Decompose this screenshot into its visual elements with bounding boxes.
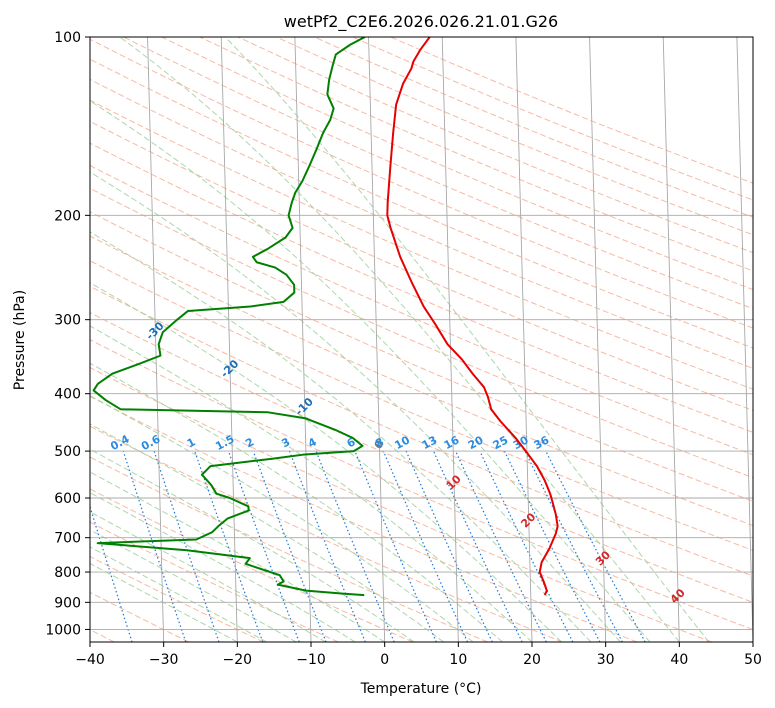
y-tick-label: 900: [54, 595, 81, 611]
y-tick-label: 100: [54, 30, 81, 46]
mixing-ratio-line: [504, 450, 601, 642]
moist-adiabat: [224, 37, 710, 642]
x-tick-label: 10: [449, 652, 467, 668]
x-tick-label: −20: [223, 652, 253, 668]
moist-adiabat: [90, 511, 326, 642]
moist-adiabat: [119, 37, 680, 642]
isotherm-line: [294, 37, 312, 642]
mixing-ratio-line: [354, 450, 437, 642]
mixing-ratio-line: [153, 450, 220, 642]
plot-area: -100-90-80-70-60-50-40-30-20-10010203040…: [90, 37, 753, 642]
mixing-ratio-label: 20: [466, 433, 486, 452]
mixing-ratio-line: [194, 450, 264, 642]
x-tick-label: 0: [380, 652, 389, 668]
dry-adiabat: [90, 164, 753, 456]
y-tick-label: 200: [54, 208, 81, 224]
dry-adiabats: [90, 37, 753, 642]
y-tick-label: 300: [54, 313, 81, 329]
y-axis-ticks: 1000 900 800 700 600 500 400 300 200 100: [45, 30, 90, 638]
isotherm-line: [589, 37, 607, 642]
x-tick-label: 50: [744, 652, 762, 668]
dry-adiabat: [123, 37, 753, 310]
mixing-ratio-label: 16: [442, 433, 462, 452]
isotherm-line: [368, 37, 386, 642]
moist-adiabat: [90, 562, 238, 642]
x-tick-label: 20: [523, 652, 541, 668]
mixing-ratio-line: [122, 450, 187, 642]
mixing-ratio-label: 10: [392, 433, 412, 452]
moist-adiabat: [90, 362, 503, 642]
isotherm-line: [736, 37, 753, 642]
isotherms: [90, 37, 753, 642]
dry-adiabat: [90, 78, 753, 369]
moist-adiabat: [90, 471, 385, 642]
dry-adiabat: [90, 312, 753, 603]
moist-adiabat: [90, 171, 621, 642]
moist-adiabats: [90, 37, 710, 642]
dry-adiabat: [90, 285, 753, 577]
dewpoint-profile: [92, 37, 366, 597]
isotherm-line: [662, 37, 680, 642]
chart-title: wetPf2_C2E6.2026.026.21.01.G26: [284, 12, 558, 32]
x-tick-label: −10: [296, 652, 326, 668]
moist-adiabat: [90, 492, 356, 642]
y-tick-label: 800: [54, 565, 81, 581]
dry-adiabat: [90, 339, 753, 631]
x-tick-label: −30: [149, 652, 179, 668]
isotherm-line: [441, 37, 459, 642]
mixing-ratio-line: [90, 504, 133, 642]
moist-adiabat: [90, 282, 562, 642]
mixing-ratio-line: [288, 450, 366, 642]
dry-adiabat: [90, 187, 753, 479]
dry-adiabat: [90, 38, 753, 329]
dry-adiabat: [90, 211, 753, 502]
moist-adiabat: [90, 395, 474, 642]
x-tick-label: 30: [597, 652, 615, 668]
isotherm-line: [220, 37, 238, 642]
temperature-profile: [386, 37, 559, 596]
dry-adiabat: [90, 456, 488, 642]
mixing-ratio-line: [524, 450, 623, 642]
dry-adiabat: [90, 120, 753, 412]
y-tick-label: 600: [54, 491, 81, 507]
mixing-ratio-line: [315, 450, 395, 642]
dry-adiabat: [90, 591, 190, 642]
y-tick-label: 400: [54, 387, 81, 403]
y-tick-label: 500: [54, 444, 81, 460]
dry-adiabat: [90, 235, 753, 527]
mixing-ratio-label: 13: [420, 433, 440, 452]
moist-adiabat: [90, 100, 651, 642]
mixing-ratio-label: 36: [532, 433, 552, 452]
dry-adiabat: [90, 488, 414, 642]
x-tick-label: 40: [670, 652, 688, 668]
mixing-ratio-line: [479, 450, 574, 642]
pressure-gridlines: [90, 37, 753, 630]
mixing-ratio-lines: [90, 450, 646, 642]
x-axis-label: Temperature (°C): [360, 681, 482, 697]
moist-adiabat: [90, 231, 592, 642]
moist-adiabat: [90, 423, 444, 642]
dry-adiabat: [90, 142, 753, 433]
mixing-ratio-line: [252, 450, 327, 642]
mixing-ratio-label: 25: [491, 433, 511, 452]
mixing-ratio-line: [227, 450, 300, 642]
x-tick-label: −40: [75, 652, 105, 668]
isotherm-line: [515, 37, 533, 642]
y-tick-label: 1000: [45, 622, 81, 638]
moist-adiabat: [90, 546, 268, 642]
y-tick-label: 700: [54, 531, 81, 547]
y-axis-label: Pressure (hPa): [12, 290, 28, 390]
moist-adiabat: [90, 448, 415, 642]
plot-frame: [89, 36, 754, 643]
dry-adiabat: [90, 395, 638, 642]
profile-series: [92, 37, 559, 597]
x-axis-ticks: −40 −30 −20 −10 0 10 20 30 40 50: [75, 642, 762, 668]
